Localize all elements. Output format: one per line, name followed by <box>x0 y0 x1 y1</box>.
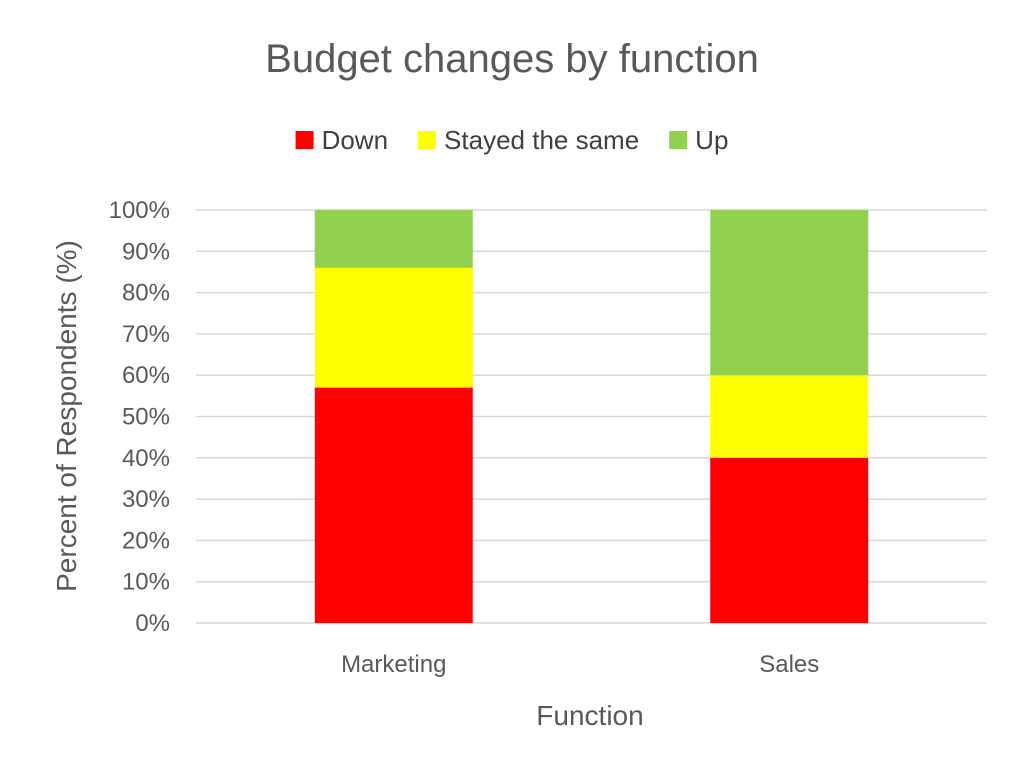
bar-segment-stayed-the-same <box>710 375 869 458</box>
chart-title: Budget changes by function <box>265 37 759 81</box>
legend: Down Stayed the same Up <box>295 125 728 155</box>
legend-swatch <box>669 131 688 149</box>
legend-label: Up <box>695 125 728 155</box>
y-tick-label: 70% <box>122 321 170 348</box>
legend-item: Down <box>295 125 388 155</box>
x-tick-label: Sales <box>759 651 819 678</box>
bar-segment-down <box>710 457 869 623</box>
legend-item: Stayed the same <box>418 125 639 155</box>
y-axis-title: Percent of Respondents (%) <box>51 240 82 592</box>
gridlines <box>196 209 987 624</box>
y-tick-label: 50% <box>122 404 170 431</box>
x-tick-label: Marketing <box>341 651 446 678</box>
y-tick-label: 90% <box>122 238 170 265</box>
y-tick-label: 20% <box>122 527 170 554</box>
legend-item: Up <box>669 125 728 155</box>
y-tick-label: 0% <box>135 610 170 637</box>
y-tick-label: 80% <box>122 280 170 307</box>
bars <box>314 210 869 623</box>
y-tick-label: 60% <box>122 362 170 389</box>
y-axis: 0% 10% 20% 30% 40% 50% 60% 70% 80% 90% 100% <box>109 197 170 637</box>
legend-label: Stayed the same <box>444 125 639 155</box>
y-tick-label: 10% <box>122 569 170 596</box>
bar-segment-down <box>314 387 473 623</box>
legend-swatch <box>418 131 437 149</box>
bar-segment-stayed-the-same <box>314 267 473 388</box>
y-tick-label: 100% <box>109 197 170 224</box>
bar-segment-up <box>710 210 869 376</box>
bar-segment-up <box>314 210 473 268</box>
legend-label: Down <box>322 125 388 155</box>
x-axis: Marketing Sales <box>341 651 819 678</box>
x-axis-title: Function <box>536 700 643 731</box>
y-tick-label: 30% <box>122 486 170 513</box>
legend-swatch <box>295 131 314 149</box>
y-tick-label: 40% <box>122 445 170 472</box>
